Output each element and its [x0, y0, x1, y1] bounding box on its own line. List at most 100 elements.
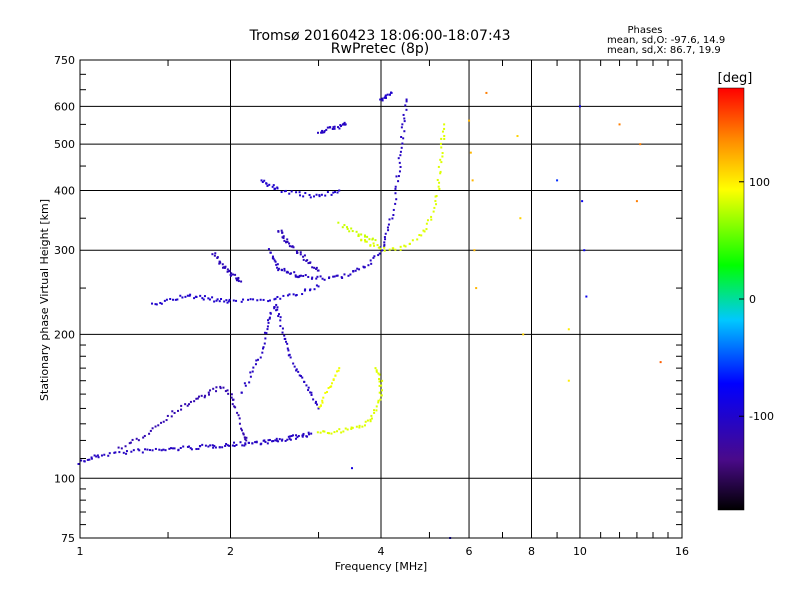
- phase-stats: Phases mean, sd,O: -97.6, 14.9 mean, sd,…: [607, 25, 725, 56]
- y-tick-label: 500: [54, 138, 75, 151]
- data-point: [322, 396, 325, 399]
- data-point: [337, 126, 340, 129]
- data-point: [308, 193, 311, 196]
- data-point: [295, 275, 298, 278]
- data-point: [301, 435, 304, 438]
- data-point: [330, 385, 333, 388]
- data-point: [310, 393, 313, 396]
- data-point: [242, 298, 245, 301]
- data-point: [241, 429, 244, 432]
- data-point: [295, 434, 298, 437]
- data-point: [381, 249, 384, 252]
- data-point: [383, 246, 386, 249]
- data-point: [259, 356, 262, 359]
- data-point: [328, 432, 331, 435]
- data-point: [225, 299, 228, 302]
- data-point: [286, 270, 289, 273]
- data-point: [440, 146, 443, 149]
- data-point: [581, 200, 584, 203]
- data-point: [309, 391, 312, 394]
- data-point: [249, 375, 252, 378]
- data-point: [292, 293, 295, 296]
- data-point: [618, 123, 621, 126]
- data-point: [169, 297, 172, 300]
- data-point: [273, 298, 276, 301]
- data-point: [475, 287, 478, 290]
- data-point: [295, 293, 298, 296]
- data-point: [314, 400, 317, 403]
- data-point: [585, 295, 588, 298]
- data-point: [298, 374, 301, 377]
- data-point: [321, 131, 324, 134]
- data-point: [276, 308, 279, 311]
- data-point: [83, 460, 86, 463]
- data-point: [277, 269, 280, 272]
- data-point: [144, 448, 147, 451]
- data-point: [264, 337, 267, 340]
- data-point: [443, 134, 446, 137]
- y-tick-label: 100: [54, 472, 75, 485]
- data-point: [433, 206, 436, 209]
- x-axis-ticks: 1 2 4 6 8 10 16: [77, 60, 689, 558]
- data-point: [195, 295, 198, 298]
- data-point: [208, 298, 211, 301]
- data-point: [230, 396, 233, 399]
- data-point: [381, 97, 384, 100]
- data-point: [230, 272, 233, 275]
- data-point: [324, 391, 327, 394]
- data-point: [221, 446, 224, 449]
- data-point: [263, 331, 266, 334]
- data-point: [383, 243, 386, 246]
- data-point: [301, 376, 304, 379]
- data-point: [315, 193, 318, 196]
- data-point: [289, 356, 292, 359]
- data-point: [213, 254, 216, 257]
- data-point: [341, 276, 344, 279]
- data-point: [289, 435, 292, 438]
- data-point: [103, 453, 106, 456]
- data-point: [281, 438, 284, 441]
- data-point: [179, 294, 182, 297]
- data-point: [318, 195, 321, 198]
- data-point: [375, 369, 378, 372]
- data-point: [207, 445, 210, 448]
- data-point: [399, 248, 402, 251]
- data-point: [283, 269, 286, 272]
- data-point: [387, 229, 390, 232]
- data-point: [347, 274, 350, 277]
- data-point: [223, 266, 226, 269]
- data-point: [392, 208, 395, 211]
- data-point: [375, 370, 378, 373]
- data-point: [240, 300, 243, 303]
- data-point: [381, 389, 384, 392]
- data-point: [333, 431, 336, 434]
- data-point: [244, 442, 247, 445]
- data-point: [157, 424, 160, 427]
- data-point: [244, 438, 247, 441]
- data-point: [90, 456, 93, 459]
- data-point: [263, 439, 266, 442]
- data-point: [356, 267, 359, 270]
- data-point: [331, 127, 334, 130]
- data-point: [271, 185, 274, 188]
- data-point: [276, 187, 279, 190]
- data-point: [202, 298, 205, 301]
- data-point: [125, 452, 128, 455]
- data-point: [340, 125, 343, 128]
- data-point: [96, 454, 99, 457]
- data-point: [330, 193, 333, 196]
- data-point: [360, 239, 363, 242]
- data-point: [292, 362, 295, 365]
- data-point: [380, 394, 383, 397]
- data-point: [363, 234, 366, 237]
- data-point: [177, 409, 180, 412]
- data-point: [416, 238, 419, 241]
- data-point: [323, 131, 326, 134]
- data-point: [267, 439, 270, 442]
- data-point: [294, 274, 297, 277]
- data-point: [388, 248, 391, 251]
- data-point: [172, 298, 175, 301]
- data-point: [328, 276, 331, 279]
- data-point: [426, 219, 429, 222]
- data-point: [268, 438, 271, 441]
